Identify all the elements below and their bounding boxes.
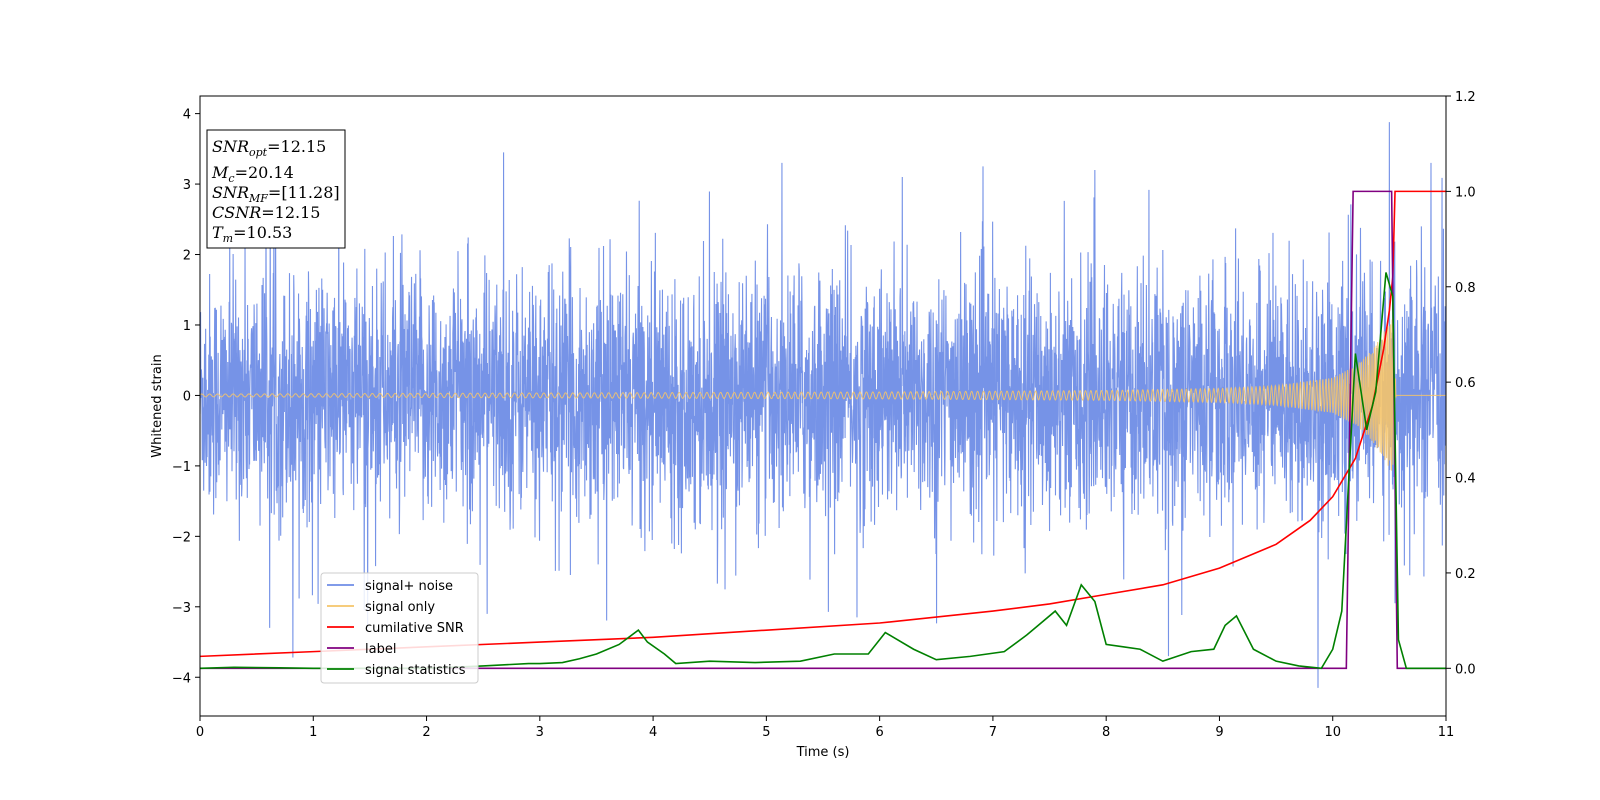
y-tick-label: −3 — [172, 601, 191, 616]
svg-text:Tm=10.53: Tm=10.53 — [212, 223, 292, 245]
info-box: SNRopt=12.15 Mc=20.14 SNRMF=[11.28] CSNR… — [206, 129, 346, 249]
y2-tick-label: 0.8 — [1455, 281, 1476, 296]
snr-opt-value: =12.15 — [267, 137, 326, 156]
y-tick-label: 2 — [183, 249, 191, 264]
series-signal-noise-line — [200, 122, 1446, 688]
legend-entry: cumilative SNR — [365, 621, 464, 636]
x-tick-label: 4 — [649, 725, 657, 740]
csnr-value: =12.15 — [261, 203, 320, 222]
y2-tick-label: 1.0 — [1455, 185, 1476, 200]
y2-tick-label: 0.2 — [1455, 567, 1476, 582]
plot-frame — [199, 95, 1447, 717]
x-tick-label: 3 — [536, 725, 544, 740]
x-tick-label: 1 — [309, 725, 317, 740]
y-tick-label: 4 — [183, 108, 191, 123]
svg-text:SNRMF=[11.28]: SNRMF=[11.28] — [212, 183, 340, 205]
series-layer — [200, 122, 1446, 688]
tm-value: =10.53 — [233, 223, 292, 242]
y2-tick-label: 0.4 — [1455, 472, 1476, 487]
legend-entry: signal statistics — [365, 663, 466, 678]
y2-tick-label: 0.6 — [1455, 376, 1476, 391]
legend: signal+ noise signal only cumilative SNR la… — [320, 572, 479, 684]
x-tick-label: 6 — [875, 725, 883, 740]
y-tick-label: −1 — [172, 460, 191, 475]
y-tick-label: 0 — [183, 389, 191, 404]
y-tick-label: −4 — [172, 671, 191, 686]
x-axis-label: Time (s) — [796, 745, 850, 760]
x-tick-label: 8 — [1102, 725, 1110, 740]
series-signal-statistics-line — [200, 272, 1446, 670]
series-label-line — [200, 190, 1446, 670]
y-axis-label: Whitened strain — [150, 354, 165, 457]
y-axis-right: 1.2 1.0 0.8 0.6 0.4 0.2 0.0 — [1446, 90, 1476, 677]
legend-entry: signal+ noise — [365, 579, 453, 594]
y2-tick-label: 0.0 — [1455, 662, 1476, 677]
y2-tick-label: 1.2 — [1455, 90, 1476, 105]
y-tick-label: 3 — [183, 178, 191, 193]
legend-entry: label — [365, 642, 396, 657]
x-tick-label: 7 — [989, 725, 997, 740]
x-tick-label: 9 — [1215, 725, 1223, 740]
svg-text:SNRopt=12.15: SNRopt=12.15 — [212, 137, 326, 159]
y-tick-label: 1 — [183, 319, 191, 334]
x-tick-label: 0 — [196, 725, 204, 740]
snr-mf-value: =[11.28] — [268, 183, 340, 202]
x-tick-label: 5 — [762, 725, 770, 740]
x-axis: 0 1 2 3 4 5 6 7 8 9 10 11 — [196, 716, 1454, 740]
x-tick-label: 2 — [422, 725, 430, 740]
legend-entry: signal only — [365, 600, 435, 615]
y-tick-label: −2 — [172, 530, 191, 545]
series-cumulative-snr-line — [200, 190, 1446, 658]
x-tick-label: 11 — [1438, 725, 1455, 740]
mc-value: =20.14 — [235, 163, 294, 182]
svg-text:Mc=20.14: Mc=20.14 — [211, 163, 294, 185]
x-tick-label: 10 — [1324, 725, 1341, 740]
svg-text:CSNR=12.15: CSNR=12.15 — [212, 203, 320, 222]
y-axis-left: 4 3 2 1 0 −1 −2 −3 −4 — [172, 108, 200, 686]
series-signal-only-line — [200, 319, 1446, 471]
